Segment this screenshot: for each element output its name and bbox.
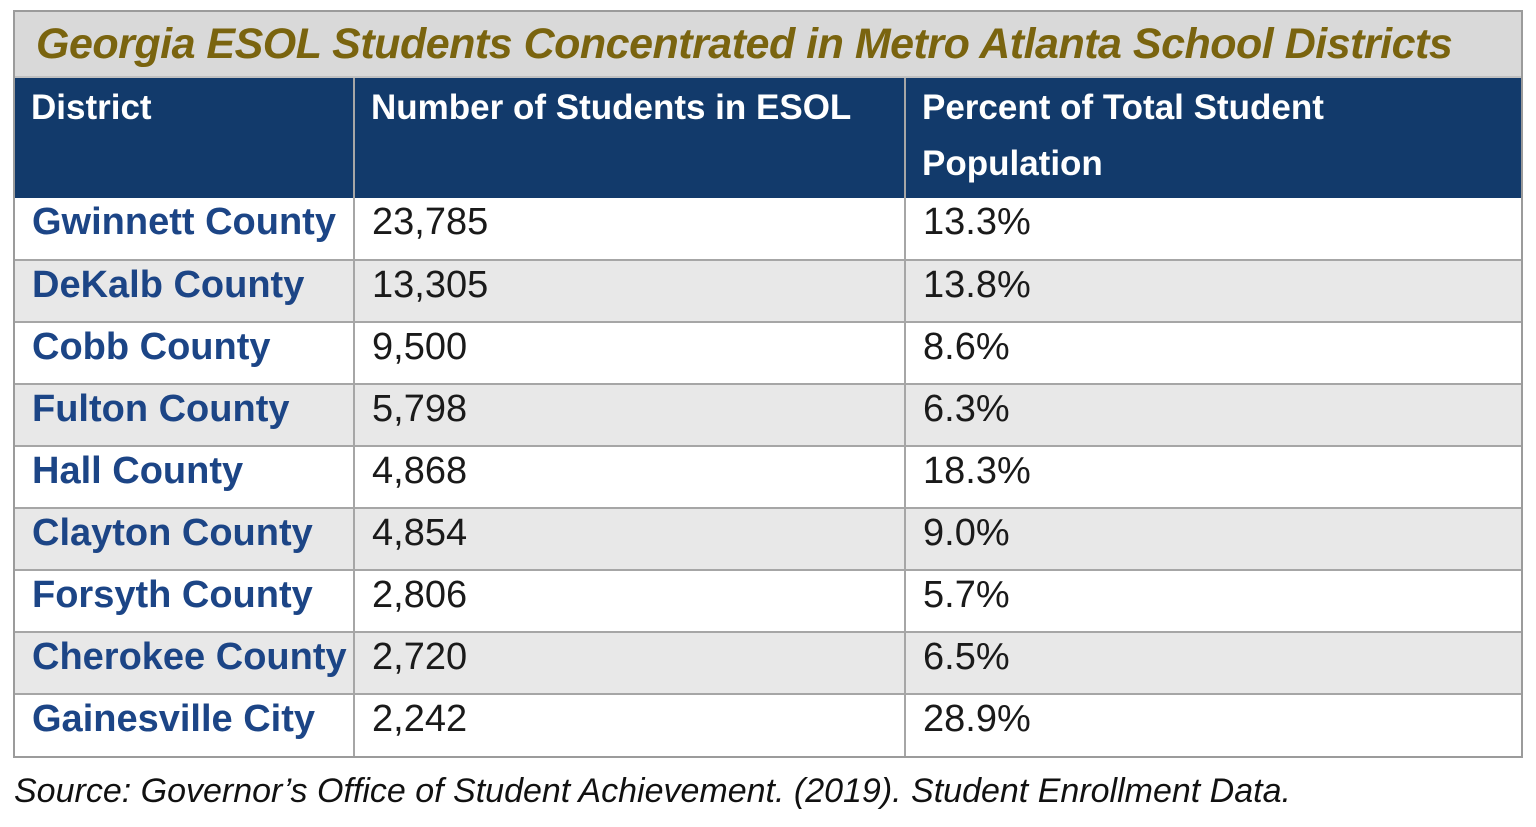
esol-count-cell: 13,305 [353,259,905,322]
column-header-students-esol: Number of Students in ESOL [353,78,905,198]
district-cell: Gainesville City [15,693,354,756]
table-row: Hall County 4,868 18.3% [15,445,1521,508]
table-title-bar: Georgia ESOL Students Concentrated in Me… [15,12,1521,78]
column-header-district-label: District [31,88,152,127]
esol-table-container: Georgia ESOL Students Concentrated in Me… [13,10,1523,758]
district-cell: Gwinnett County [32,201,336,243]
table-header: District Number of Students in ESOL Perc… [15,78,1521,198]
esol-count-cell: 9,500 [353,321,905,384]
column-header-percent-total-label: Percent of Total Student Population [922,88,1324,183]
district-cell: Forsyth County [15,569,354,632]
esol-table: District Number of Students in ESOL Perc… [15,78,1521,756]
column-header-district: District [15,78,354,198]
percent-cell: 6.5% [904,631,1521,694]
table-body: Gwinnett County 23,785 13.3% DeKalb County 1… [15,198,1521,756]
percent-cell: 13.8% [904,259,1521,322]
table-row: Gainesville City 2,242 28.9% [15,693,1521,756]
esol-count-cell: 5,798 [353,383,905,446]
table-row: DeKalb County 13,305 13.8% [15,259,1521,322]
esol-count-cell: 2,242 [353,693,905,756]
percent-cell: 13.3% [904,198,1521,260]
table-row: Cherokee County 2,720 6.5% [15,631,1521,694]
percent-cell: 18.3% [904,445,1521,508]
source-citation: Source: Governor’s Office of Student Ach… [14,772,1291,810]
table-row: Clayton County 4,854 9.0% [15,507,1521,570]
percent-cell: 6.3% [904,383,1521,446]
percent-cell: 8.6% [904,321,1521,384]
column-header-students-esol-label: Number of Students in ESOL [371,88,852,127]
district-cell: Hall County [15,445,354,508]
percent-cell: 28.9% [904,693,1521,756]
esol-count-cell: 2,806 [353,569,905,632]
percent-cell: 9.0% [904,507,1521,570]
table-title: Georgia ESOL Students Concentrated in Me… [36,19,1453,68]
district-cell: Cobb County [15,321,354,384]
esol-count-cell: 4,868 [353,445,905,508]
district-cell: Cherokee County [15,631,354,694]
esol-count-cell: 2,720 [353,631,905,694]
table-row: Gwinnett County 23,785 13.3% [15,198,1521,260]
table-row: Forsyth County 2,806 5.7% [15,569,1521,632]
district-cell: DeKalb County [15,259,354,322]
table-row: Fulton County 5,798 6.3% [15,383,1521,446]
column-header-percent-total: Percent of Total Student Population [904,78,1521,198]
percent-cell: 5.7% [904,569,1521,632]
district-cell: Clayton County [15,507,354,570]
table-row: Cobb County 9,500 8.6% [15,321,1521,384]
district-cell: Fulton County [15,383,354,446]
header-row: District Number of Students in ESOL Perc… [15,78,1521,198]
esol-count-cell: 4,854 [353,507,905,570]
esol-count-cell: 23,785 [353,198,905,260]
